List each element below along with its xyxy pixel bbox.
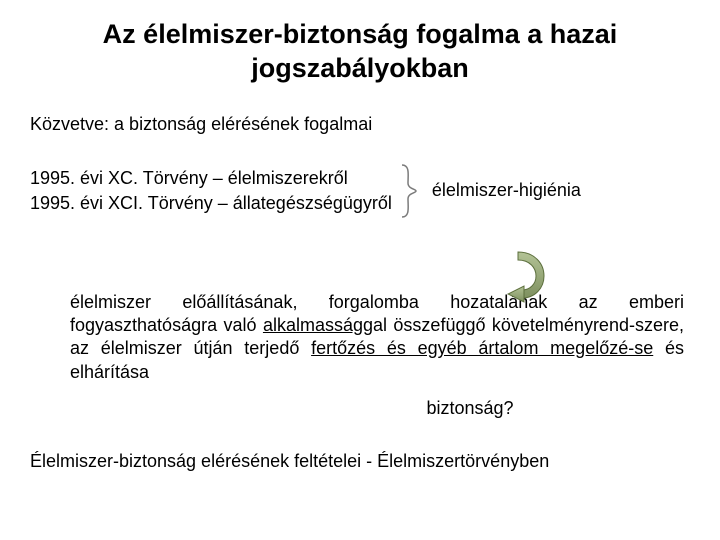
brace-icon (398, 163, 422, 219)
question-text: biztonság? (250, 398, 690, 419)
definition-text: élelmiszer előállításának, forgalomba ho… (70, 291, 684, 385)
slide-subtitle: Közvetve: a biztonság elérésének fogalma… (30, 114, 690, 135)
def-underline-1: alkalmasság (263, 315, 363, 335)
slide-container: Az élelmiszer-biztonság fogalma a hazai … (0, 0, 720, 540)
def-underline-2: fertőzés és egyéb ártalom megelőzé-se (311, 338, 653, 358)
laws-column: 1995. évi XC. Törvény – élelmiszerekről … (30, 166, 392, 215)
hygiene-label: élelmiszer-higiénia (432, 180, 581, 201)
laws-row: 1995. évi XC. Törvény – élelmiszerekről … (30, 163, 690, 219)
curved-arrow-icon (490, 246, 550, 304)
slide-title: Az élelmiszer-biztonság fogalma a hazai … (30, 18, 690, 86)
footer-text: Élelmiszer-biztonság elérésének feltétel… (30, 451, 690, 472)
law-line-1: 1995. évi XC. Törvény – élelmiszerekről (30, 166, 392, 190)
law-line-2: 1995. évi XCI. Törvény – állategészségüg… (30, 191, 392, 215)
